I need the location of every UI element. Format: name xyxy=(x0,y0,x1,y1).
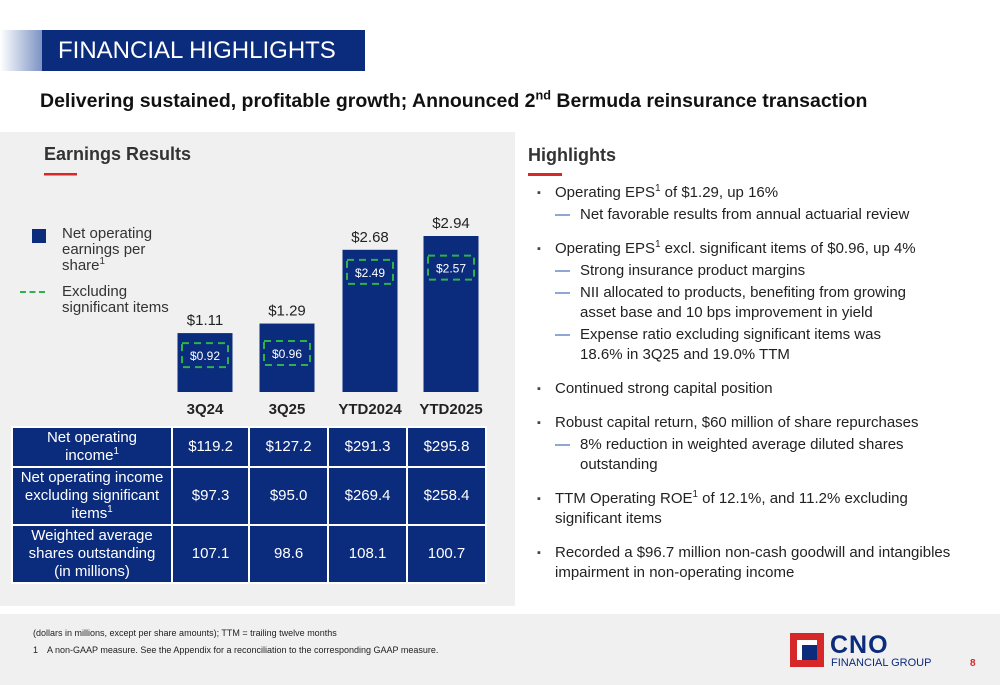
value-label: $0.96 xyxy=(272,347,302,361)
bar xyxy=(259,323,315,392)
subtitle: Delivering sustained, profitable growth;… xyxy=(40,88,868,113)
value-label: $1.11 xyxy=(187,312,223,329)
value-label: $0.92 xyxy=(190,349,220,363)
table-row: Net operating income1 $119.2 $127.2 $291.3 $… xyxy=(11,426,487,468)
value-label: $2.57 xyxy=(436,262,466,276)
bullet: Recorded a $96.7 million non-cash goodwi… xyxy=(528,543,965,583)
bullet-text: Operating EPS1 excl. significant items o… xyxy=(555,239,965,259)
page-number: 8 xyxy=(970,658,976,669)
title-underline xyxy=(44,173,77,176)
text: Operating EPS xyxy=(555,240,656,257)
legend-swatch xyxy=(20,291,45,293)
text: of $1.29, up 16% xyxy=(660,184,779,201)
text: Operating EPS xyxy=(555,184,656,201)
value-label: $2.49 xyxy=(355,266,385,280)
bullet: Operating EPS1 excl. significant items o… xyxy=(528,239,965,365)
text: Robust capital return, $60 million of sh… xyxy=(555,414,919,431)
legend: Net operating earnings per share1 Excludi… xyxy=(20,226,170,326)
bar xyxy=(423,236,479,392)
x-tick-label: 3Q25 xyxy=(269,401,306,418)
highlights-list: Operating EPS1 of $1.29, up 16%Net favor… xyxy=(528,183,965,597)
cell: 100.7 xyxy=(406,524,487,584)
footer-panel xyxy=(0,614,1000,685)
text: Recorded a $96.7 million non-cash goodwi… xyxy=(555,544,951,581)
sub-bullet: NII allocated to products, benefiting fr… xyxy=(555,283,920,323)
logo-mark xyxy=(790,633,824,667)
superscript: 1 xyxy=(107,504,113,515)
row-label: Net operating income excluding significa… xyxy=(11,466,173,526)
bullet: TTM Operating ROE1 of 12.1%, and 11.2% e… xyxy=(528,489,965,529)
sub-bullet: 8% reduction in weighted average diluted… xyxy=(555,435,920,475)
data-table: Net operating income1 $119.2 $127.2 $291.3 $… xyxy=(11,426,487,584)
logo-subtext: FINANCIAL GROUP xyxy=(831,657,932,669)
title-accent xyxy=(0,30,42,71)
cell: $127.2 xyxy=(248,426,330,468)
text: Net operating income excluding significa… xyxy=(20,469,164,522)
cell: $291.3 xyxy=(327,426,409,468)
cell: $258.4 xyxy=(406,466,487,526)
text: excl. significant items of $0.96, up 4% xyxy=(660,240,916,257)
value-label: $1.29 xyxy=(268,303,306,320)
bullet-text: Robust capital return, $60 million of sh… xyxy=(555,413,965,433)
cell: 108.1 xyxy=(327,524,409,584)
sub-bullet: Expense ratio excluding significant item… xyxy=(555,325,920,365)
text: Bermuda reinsurance transaction xyxy=(550,90,868,112)
sub-bullet: Strong insurance product margins xyxy=(555,261,920,281)
value-label: $2.94 xyxy=(432,215,470,232)
bullet-list: Operating EPS1 of $1.29, up 16%Net favor… xyxy=(528,183,965,583)
footer-note: (dollars in millions, except per share a… xyxy=(33,628,337,638)
highlights-title: Highlights xyxy=(528,145,616,165)
superscript: 1 xyxy=(113,446,119,457)
row-label: Net operating income1 xyxy=(11,426,173,468)
legend-entry: Net operating earnings per share1 xyxy=(20,226,170,274)
sub-bullet: Net favorable results from annual actuar… xyxy=(555,205,920,225)
x-tick-label: YTD2024 xyxy=(338,401,402,418)
text: Net operating income xyxy=(46,429,138,464)
bullet: Operating EPS1 of $1.29, up 16%Net favor… xyxy=(528,183,965,225)
superscript: nd xyxy=(535,88,551,103)
cell: $295.8 xyxy=(406,426,487,468)
legend-label: Net operating earnings per share xyxy=(62,225,153,274)
cell: 98.6 xyxy=(248,524,330,584)
row-label: Weighted average shares outstanding (in … xyxy=(11,524,173,584)
table-row: Net operating income excluding significa… xyxy=(11,466,487,526)
legend-entry: Excluding significant items xyxy=(20,284,170,316)
highlights-underline xyxy=(528,173,562,176)
table-row: Weighted average shares outstanding (in … xyxy=(11,524,487,584)
bullet-text: Operating EPS1 of $1.29, up 16% xyxy=(555,183,965,203)
text: Weighted average shares outstanding (in … xyxy=(28,527,156,580)
text: of 12.1%, and 11.2% excluding significan… xyxy=(555,490,908,527)
superscript: 1 xyxy=(692,489,698,500)
bullet-text: Continued strong capital position xyxy=(555,379,965,399)
cell: $269.4 xyxy=(327,466,409,526)
superscript: 1 xyxy=(655,183,661,194)
bullet-text: Recorded a $96.7 million non-cash goodwi… xyxy=(555,543,965,583)
slide-title: FINANCIAL HIGHLIGHTS xyxy=(42,30,365,71)
legend-swatch xyxy=(32,229,46,243)
cell: 107.1 xyxy=(170,524,251,584)
text: Continued strong capital position xyxy=(555,380,773,397)
x-tick-label: 3Q24 xyxy=(187,401,224,418)
chart-title: Earnings Results xyxy=(44,144,191,164)
value-label: $2.68 xyxy=(351,229,389,246)
logo-text: CNO xyxy=(830,631,889,659)
footnote: A non-GAAP measure. See the Appendix for… xyxy=(47,645,439,655)
bullet: Robust capital return, $60 million of sh… xyxy=(528,413,965,475)
bullet: Continued strong capital position xyxy=(528,379,965,399)
superscript: 1 xyxy=(655,239,661,250)
bar xyxy=(342,249,398,392)
x-tick-label: YTD2025 xyxy=(419,401,482,418)
footnote-number: 1 xyxy=(33,645,39,655)
chart: Earnings Results $1.11 $1.29 $2.68 $2.94 $0.… xyxy=(44,144,483,418)
text: Delivering sustained, profitable growth;… xyxy=(40,90,536,112)
superscript: 1 xyxy=(99,256,105,267)
cell: $119.2 xyxy=(170,426,251,468)
text: TTM Operating ROE xyxy=(555,490,693,507)
cell: $97.3 xyxy=(170,466,251,526)
legend-label: Excluding significant items xyxy=(62,283,169,316)
cell: $95.0 xyxy=(248,466,330,526)
bullet-text: TTM Operating ROE1 of 12.1%, and 11.2% e… xyxy=(555,489,965,529)
